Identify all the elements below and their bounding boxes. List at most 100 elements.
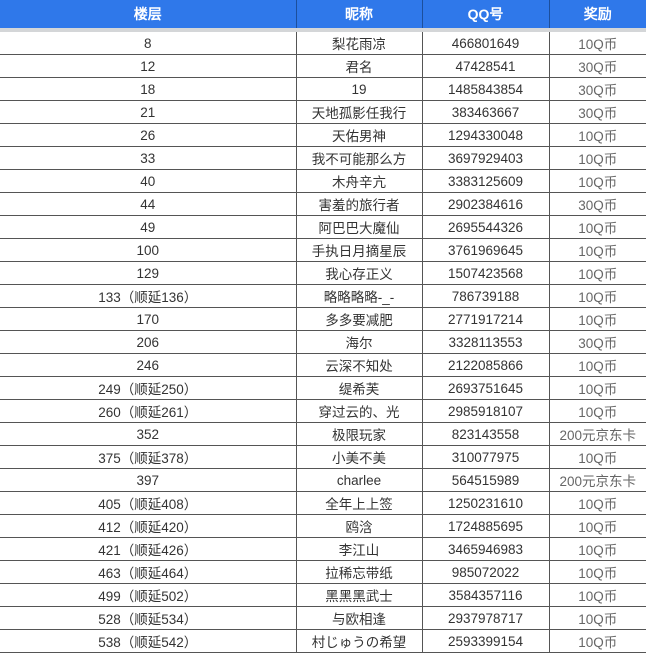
table-row: 40 木舟辛亢 3383125609 10Q币: [0, 169, 646, 193]
cell-qq: 3761969645: [422, 238, 550, 262]
table-row: 352 极限玩家 823143558 200元京东卡: [0, 422, 646, 446]
cell-nickname: 小美不美: [296, 445, 423, 469]
cell-reward: 10Q币: [549, 629, 646, 653]
table-row: 18 19 1485843854 30Q币: [0, 77, 646, 101]
cell-floor: 170: [0, 307, 297, 331]
cell-qq: 2695544326: [422, 215, 550, 239]
cell-reward: 10Q币: [549, 146, 646, 170]
cell-floor: 538（顺延542）: [0, 629, 297, 653]
cell-floor: 249（顺延250）: [0, 376, 297, 400]
table-row: 129 我心存正义 1507423568 10Q币: [0, 261, 646, 285]
cell-nickname: 多多要减肥: [296, 307, 423, 331]
cell-floor: 405（顺延408）: [0, 491, 297, 515]
cell-nickname: 我心存正义: [296, 261, 423, 285]
cell-floor: 18: [0, 77, 297, 101]
cell-reward: 200元京东卡: [549, 468, 646, 492]
table-row: 44 害羞的旅行者 2902384616 30Q币: [0, 192, 646, 216]
cell-nickname: 全年上上签: [296, 491, 423, 515]
cell-qq: 3383125609: [422, 169, 550, 193]
cell-reward: 10Q币: [549, 284, 646, 308]
cell-qq: 47428541: [422, 54, 550, 78]
cell-floor: 133（顺延136）: [0, 284, 297, 308]
cell-qq: 1485843854: [422, 77, 550, 101]
cell-nickname: charlee: [296, 468, 423, 492]
cell-floor: 12: [0, 54, 297, 78]
cell-nickname: 我不可能那么方: [296, 146, 423, 170]
cell-reward: 10Q币: [549, 376, 646, 400]
cell-nickname: 天地孤影任我行: [296, 100, 423, 124]
cell-reward: 10Q币: [549, 353, 646, 377]
cell-reward: 10Q币: [549, 261, 646, 285]
cell-qq: 2593399154: [422, 629, 550, 653]
cell-reward: 30Q币: [549, 330, 646, 354]
cell-floor: 8: [0, 30, 297, 55]
cell-reward: 10Q币: [549, 514, 646, 538]
cell-nickname: 黑黑黑武士: [296, 583, 423, 607]
cell-qq: 1724885695: [422, 514, 550, 538]
cell-nickname: 19: [296, 77, 423, 101]
cell-floor: 44: [0, 192, 297, 216]
cell-qq: 1507423568: [422, 261, 550, 285]
cell-floor: 206: [0, 330, 297, 354]
cell-floor: 397: [0, 468, 297, 492]
cell-qq: 2985918107: [422, 399, 550, 423]
cell-qq: 3465946983: [422, 537, 550, 561]
cell-floor: 412（顺延420）: [0, 514, 297, 538]
cell-reward: 10Q币: [549, 583, 646, 607]
cell-floor: 100: [0, 238, 297, 262]
cell-reward: 10Q币: [549, 238, 646, 262]
cell-reward: 200元京东卡: [549, 422, 646, 446]
cell-floor: 421（顺延426）: [0, 537, 297, 561]
cell-qq: 383463667: [422, 100, 550, 124]
cell-nickname: 天佑男神: [296, 123, 423, 147]
cell-nickname: 海尔: [296, 330, 423, 354]
cell-floor: 33: [0, 146, 297, 170]
header-reward: 奖励: [549, 0, 646, 32]
cell-qq: 2693751645: [422, 376, 550, 400]
table-row: 249（顺延250） 缇希芙 2693751645 10Q币: [0, 376, 646, 400]
cell-qq: 2902384616: [422, 192, 550, 216]
cell-qq: 2937978717: [422, 606, 550, 630]
cell-nickname: 极限玩家: [296, 422, 423, 446]
cell-reward: 10Q币: [549, 560, 646, 584]
cell-reward: 10Q币: [549, 123, 646, 147]
cell-nickname: 云深不知处: [296, 353, 423, 377]
cell-nickname: 略略略略-_-: [296, 284, 423, 308]
cell-nickname: 木舟辛亢: [296, 169, 423, 193]
header-qq: QQ号: [422, 0, 550, 32]
cell-nickname: 害羞的旅行者: [296, 192, 423, 216]
cell-qq: 466801649: [422, 30, 550, 55]
table-row: 12 君名 47428541 30Q币: [0, 54, 646, 78]
table-row: 499（顺延502） 黑黑黑武士 3584357116 10Q币: [0, 583, 646, 607]
cell-qq: 3697929403: [422, 146, 550, 170]
table-row: 463（顺延464） 拉稀忘带纸 985072022 10Q币: [0, 560, 646, 584]
table-row: 412（顺延420） 鸥浛 1724885695 10Q币: [0, 514, 646, 538]
cell-floor: 26: [0, 123, 297, 147]
cell-reward: 10Q币: [549, 30, 646, 55]
cell-floor: 21: [0, 100, 297, 124]
table-row: 528（顺延534） 与欧相逢 2937978717 10Q币: [0, 606, 646, 630]
cell-nickname: 君名: [296, 54, 423, 78]
cell-qq: 823143558: [422, 422, 550, 446]
cell-qq: 985072022: [422, 560, 550, 584]
cell-reward: 30Q币: [549, 192, 646, 216]
cell-nickname: 穿过云的、光: [296, 399, 423, 423]
table-row: 26 天佑男神 1294330048 10Q币: [0, 123, 646, 147]
table-row: 421（顺延426） 李江山 3465946983 10Q币: [0, 537, 646, 561]
table-row: 397 charlee 564515989 200元京东卡: [0, 468, 646, 492]
table-row: 170 多多要减肥 2771917214 10Q币: [0, 307, 646, 331]
table-row: 260（顺延261） 穿过云的、光 2985918107 10Q币: [0, 399, 646, 423]
cell-reward: 30Q币: [549, 54, 646, 78]
cell-floor: 352: [0, 422, 297, 446]
cell-qq: 310077975: [422, 445, 550, 469]
cell-reward: 30Q币: [549, 77, 646, 101]
cell-qq: 2771917214: [422, 307, 550, 331]
cell-reward: 10Q币: [549, 445, 646, 469]
cell-floor: 49: [0, 215, 297, 239]
cell-qq: 3328113553: [422, 330, 550, 354]
cell-nickname: 与欧相逢: [296, 606, 423, 630]
table-row: 206 海尔 3328113553 30Q币: [0, 330, 646, 354]
cell-floor: 129: [0, 261, 297, 285]
header-floor: 楼层: [0, 0, 297, 32]
table-row: 375（顺延378） 小美不美 310077975 10Q币: [0, 445, 646, 469]
